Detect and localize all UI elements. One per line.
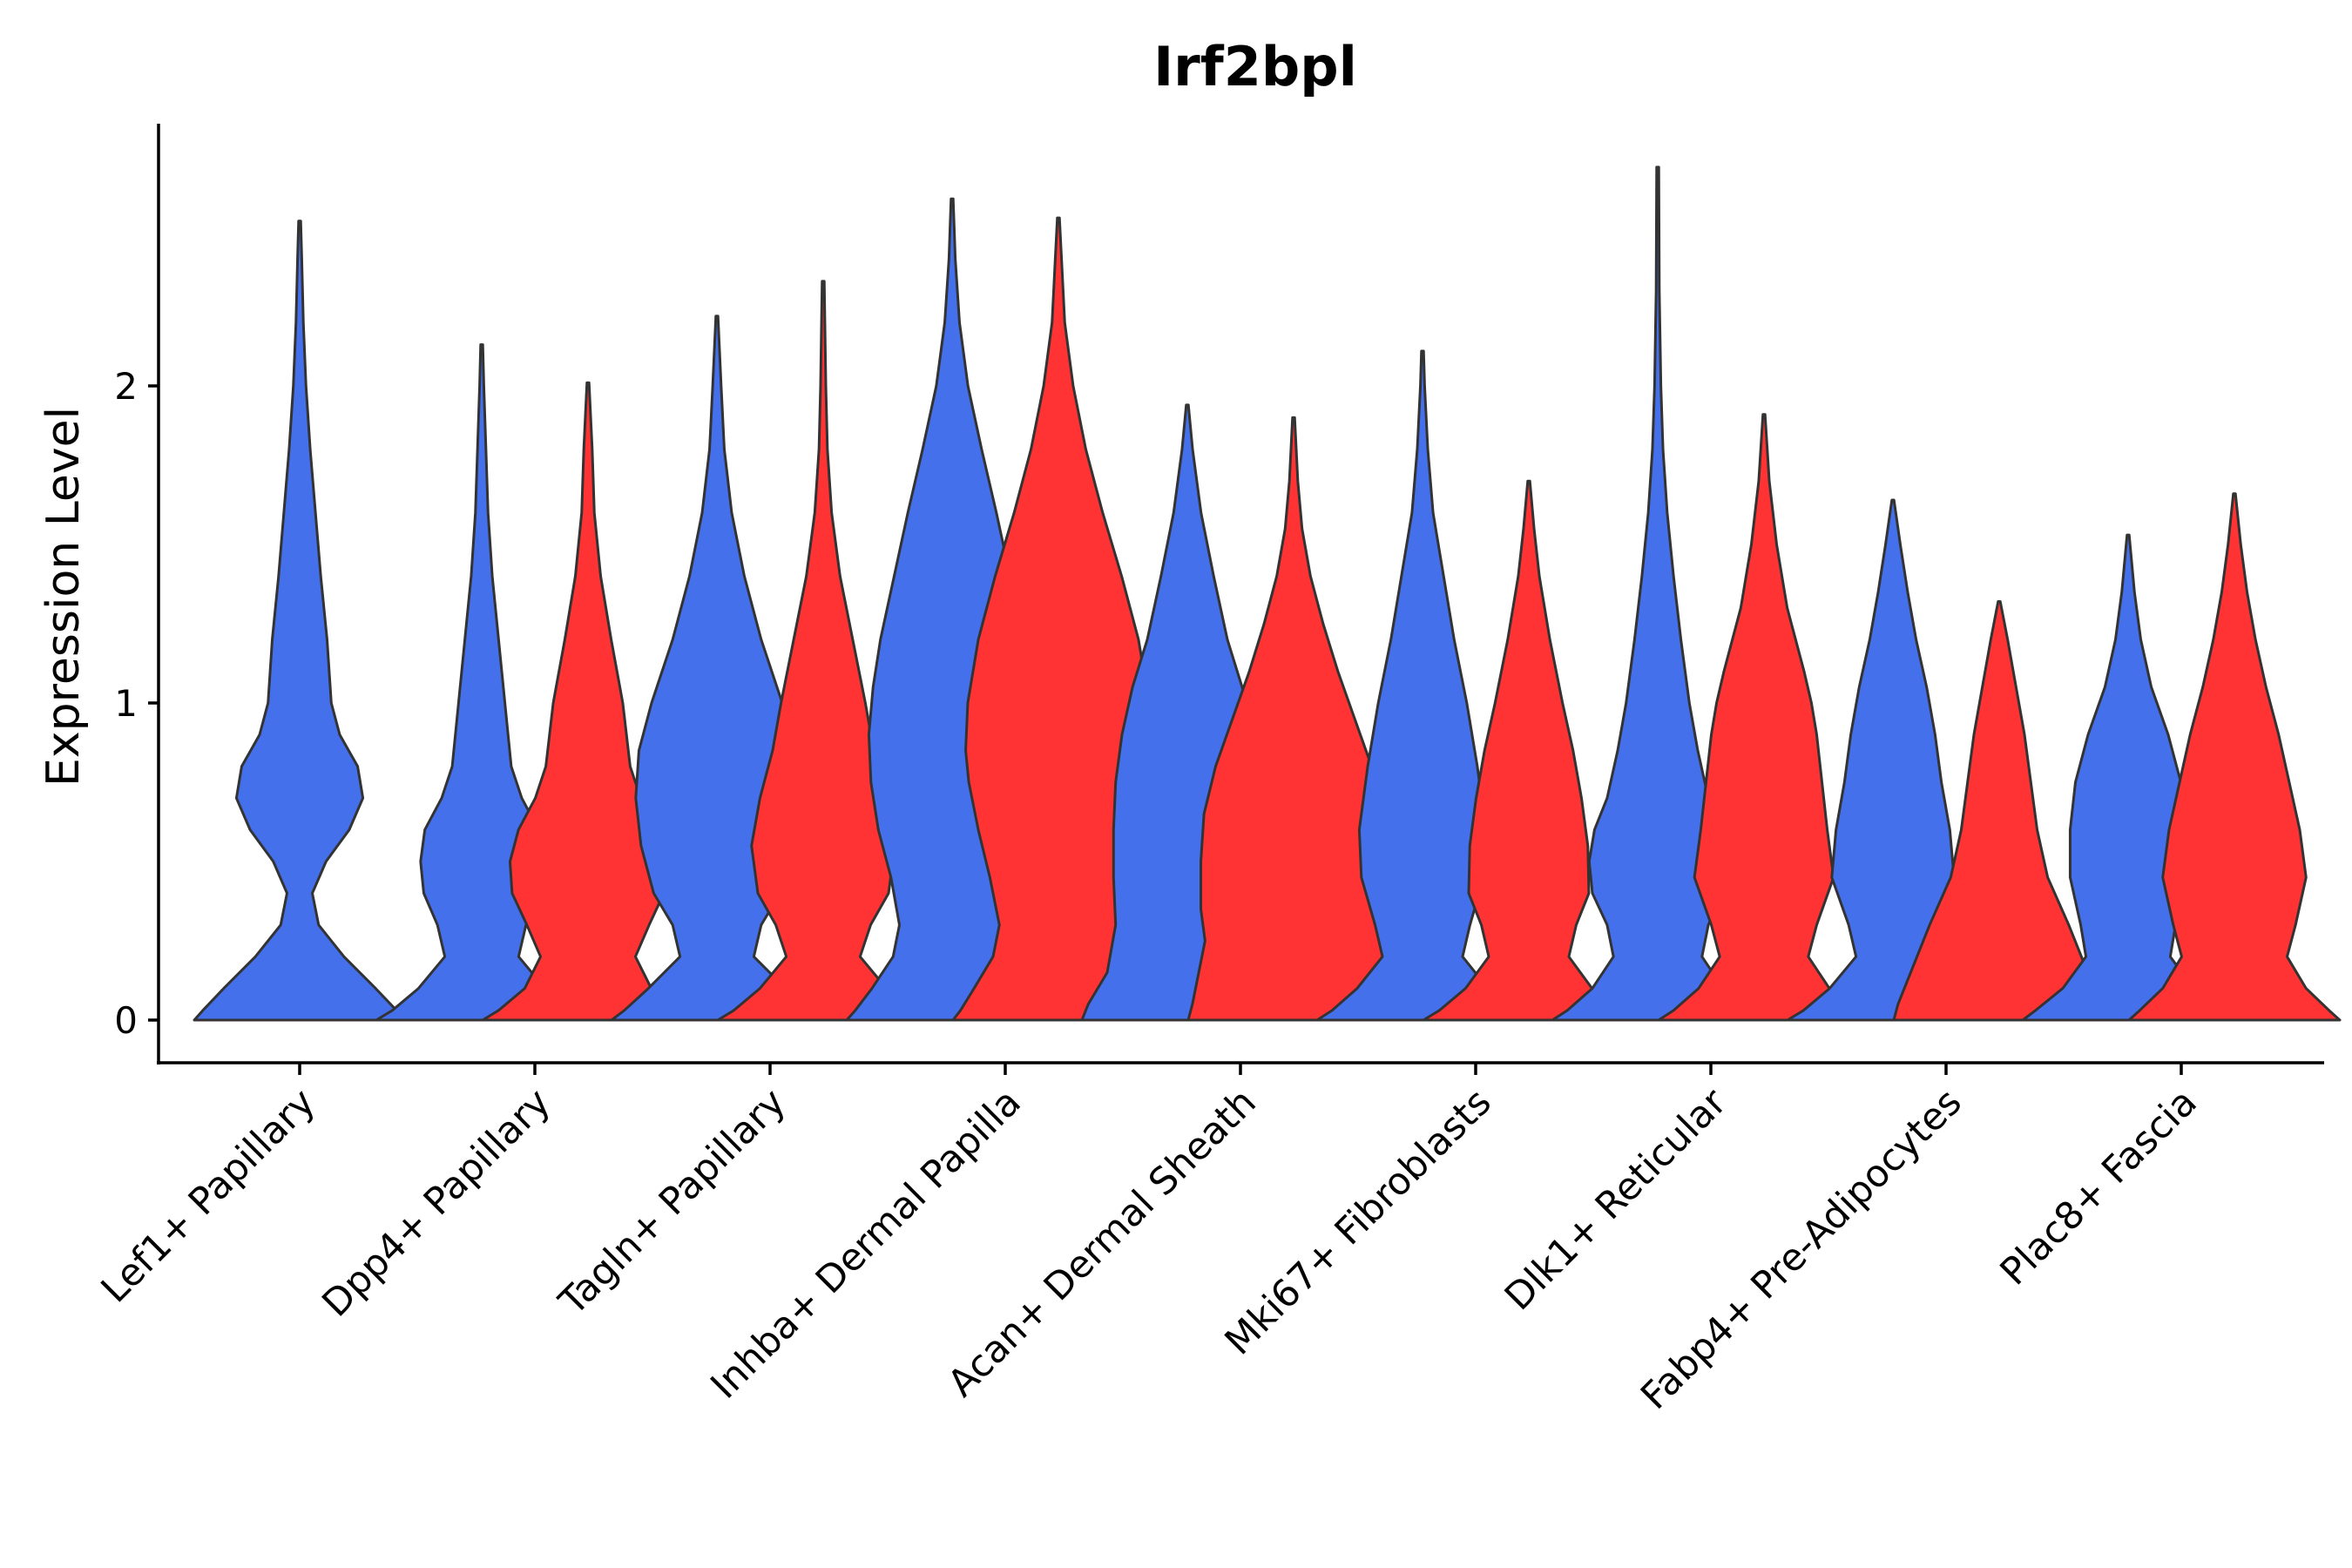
y-axis-label: Expression Level — [37, 407, 90, 787]
x-tick-label-dpp4-papillary: Dpp4+ Papillary — [314, 1080, 559, 1325]
y-tick-label-1: 1 — [114, 682, 138, 725]
violin-plac8-fascia-group2 — [2127, 492, 2342, 1022]
y-tick-label-2: 2 — [114, 365, 138, 408]
violin-fabp4-pre-adipocytes-group2 — [1892, 600, 2106, 1022]
y-ticks: 0 1 2 — [114, 365, 159, 1042]
x-tick-label-tagln-papillary: Tagln+ Papillary — [551, 1080, 794, 1324]
violin-lef1-papillary-group1 — [193, 220, 407, 1022]
x-tick-label-mki67-fibroblasts: Mki67+ Fibroblasts — [1217, 1080, 1500, 1363]
y-tick-label-0: 0 — [114, 999, 138, 1042]
x-tick-label-plac8-fascia: Plac8+ Fascia — [1992, 1080, 2206, 1294]
violin-mki67-fibroblasts-group2 — [1422, 479, 1636, 1022]
violin-dlk1-reticular-group2 — [1657, 413, 1871, 1022]
violin-tagln-papillary-group2 — [716, 280, 930, 1022]
violin-dpp4-papillary-group2 — [481, 381, 695, 1022]
violin-layer — [193, 166, 2342, 1022]
x-tick-label-dlk1-reticular: Dlk1+ Reticular — [1497, 1080, 1735, 1319]
x-tick-label-lef1-papillary: Lef1+ Papillary — [93, 1080, 324, 1311]
chart-title: Irf2bpl — [1153, 35, 1357, 98]
